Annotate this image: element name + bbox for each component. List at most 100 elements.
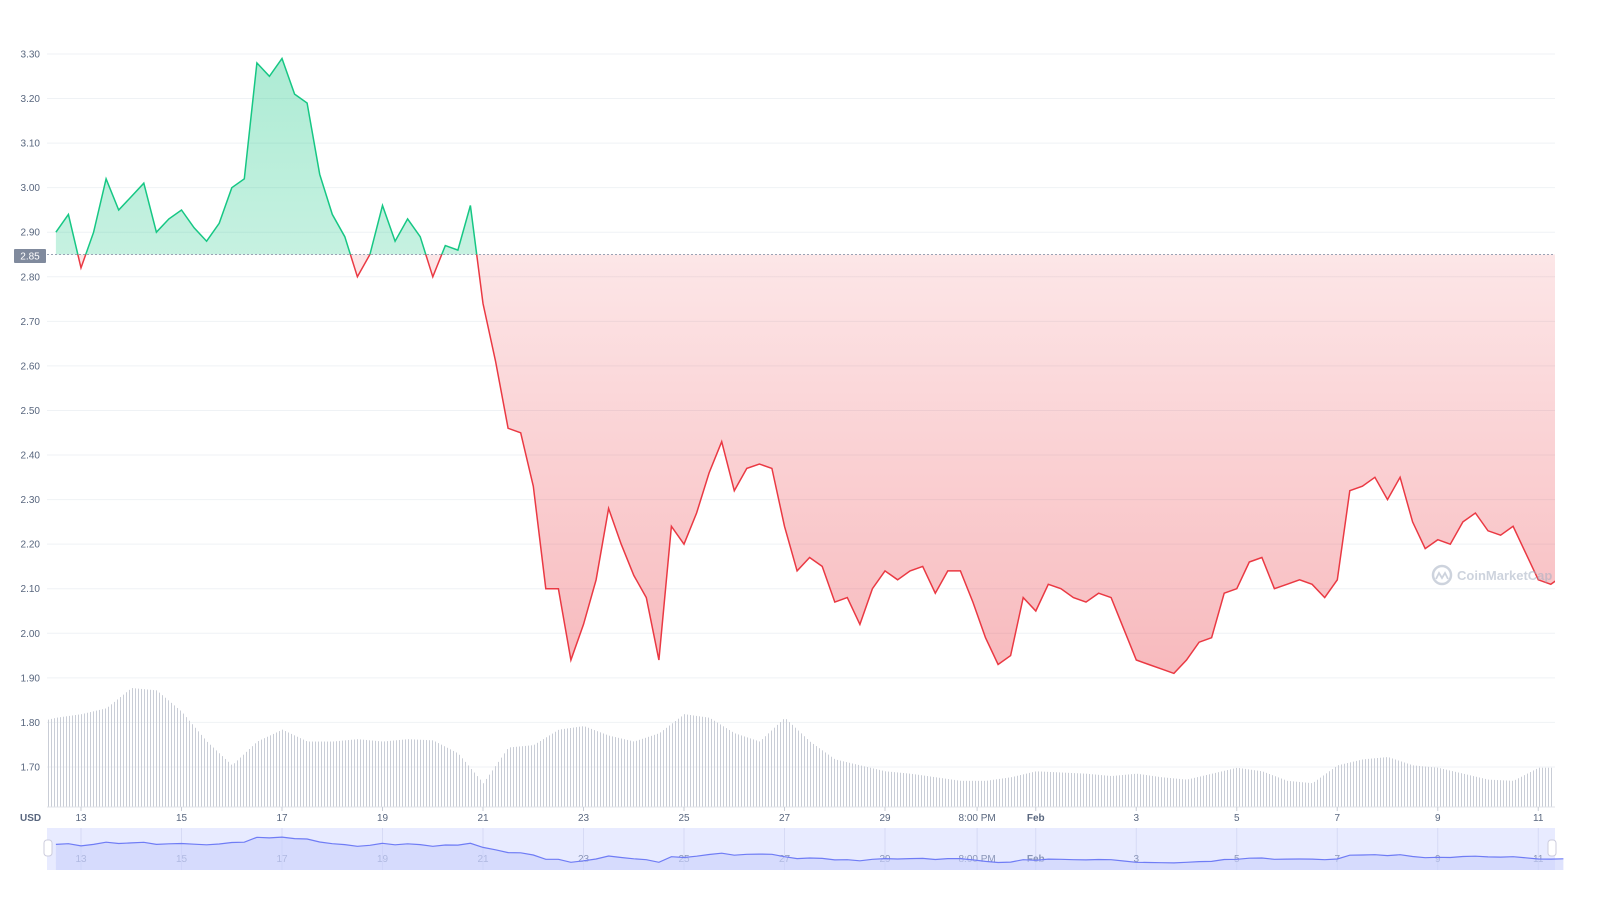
price-line-down	[77, 254, 1555, 675]
volume-bar	[1101, 775, 1102, 807]
volume-bar	[1161, 777, 1162, 807]
y-tick-label: 2.60	[21, 361, 41, 372]
reference-price-tag: 2.85	[14, 249, 46, 263]
volume-bar	[300, 738, 301, 807]
volume-bar	[933, 776, 934, 807]
volume-bar	[840, 760, 841, 807]
volume-bar	[1137, 773, 1138, 807]
volume-bar	[957, 780, 958, 807]
volume-bar	[1080, 773, 1081, 807]
volume-bar	[417, 739, 418, 807]
volume-bar	[864, 766, 865, 807]
volume-bar	[1227, 770, 1228, 807]
volume-bar	[1350, 762, 1351, 807]
volume-bar	[627, 739, 628, 807]
volume-bar	[639, 739, 640, 807]
volume-bar	[1341, 764, 1342, 807]
volume-bar	[1170, 778, 1171, 807]
volume-bar	[495, 766, 496, 807]
volume-bar	[153, 690, 154, 807]
navigator-right-handle[interactable]	[1547, 839, 1557, 857]
volume-bar	[354, 739, 355, 807]
volume-bar	[1401, 761, 1402, 807]
volume-bar	[1140, 774, 1141, 807]
x-tick-label: 27	[779, 813, 791, 824]
volume-bar	[108, 706, 109, 807]
volume-bar	[147, 689, 148, 807]
volume-bar	[1404, 762, 1405, 807]
volume-bar	[1317, 779, 1318, 807]
volume-bar	[906, 773, 907, 807]
volume-bar	[876, 769, 877, 807]
volume-bar	[621, 738, 622, 807]
volume-bar	[360, 739, 361, 807]
volume-bar	[240, 757, 241, 807]
volume-bar	[1344, 763, 1345, 807]
volume-bar	[1188, 779, 1189, 807]
volume-bar	[1095, 774, 1096, 807]
volume-bar	[606, 734, 607, 807]
volume-bar	[1368, 758, 1369, 807]
volume-bar	[462, 758, 463, 807]
volume-bar	[1107, 775, 1108, 807]
volume-bar	[258, 741, 259, 807]
currency-label: USD	[20, 813, 41, 824]
volume-bar	[852, 763, 853, 807]
volume-bar	[372, 740, 373, 807]
y-tick-label: 1.80	[21, 718, 41, 729]
volume-bar	[471, 768, 472, 807]
volume-bar	[585, 726, 586, 807]
volume-bar	[1335, 766, 1336, 807]
volume-bar	[198, 731, 199, 807]
y-tick-label: 1.70	[21, 762, 41, 773]
volume-bar	[1041, 771, 1042, 807]
y-tick-label: 2.80	[21, 272, 41, 283]
volume-bar	[1293, 781, 1294, 807]
volume-bar	[312, 741, 313, 807]
volume-bar	[159, 692, 160, 807]
volume-bar	[708, 717, 709, 807]
volume-bar	[891, 771, 892, 807]
volume-bar	[696, 715, 697, 807]
volume-bar	[474, 772, 475, 807]
volume-bar	[456, 752, 457, 807]
volume-bar	[63, 716, 64, 807]
navigator-left-handle[interactable]	[43, 839, 53, 857]
volume-bar	[1068, 772, 1069, 807]
volume-bar	[1512, 780, 1513, 807]
volume-bar	[1434, 767, 1435, 807]
volume-bar	[1521, 776, 1522, 807]
volume-bar	[102, 709, 103, 807]
volume-bar	[1437, 767, 1438, 807]
volume-bar	[1224, 770, 1225, 807]
volume-bar	[1065, 772, 1066, 807]
y-tick-label: 3.20	[21, 94, 41, 105]
volume-bar	[1479, 777, 1480, 807]
volume-bar	[612, 736, 613, 807]
volume-bar	[1203, 775, 1204, 807]
volume-bar	[915, 774, 916, 807]
volume-bar	[1053, 772, 1054, 807]
volume-bar	[1071, 772, 1072, 807]
volume-bar	[195, 727, 196, 807]
volume-bar	[534, 744, 535, 807]
x-tick-label: 17	[276, 813, 288, 824]
volume-bar	[1449, 770, 1450, 807]
volume-bar	[810, 741, 811, 807]
volume-bar	[234, 763, 235, 807]
x-tick-label: 29	[879, 813, 891, 824]
volume-bar	[954, 779, 955, 807]
volume-bar	[783, 719, 784, 807]
volume-bar	[1428, 766, 1429, 807]
volume-bar	[738, 734, 739, 807]
volume-bar	[276, 732, 277, 807]
volume-bar	[1179, 778, 1180, 807]
volume-bar	[873, 768, 874, 807]
volume-bar	[144, 689, 145, 807]
volume-bar	[681, 716, 682, 807]
volume-bar	[1320, 777, 1321, 807]
volume-bar	[156, 690, 157, 807]
volume-bar	[1050, 771, 1051, 807]
